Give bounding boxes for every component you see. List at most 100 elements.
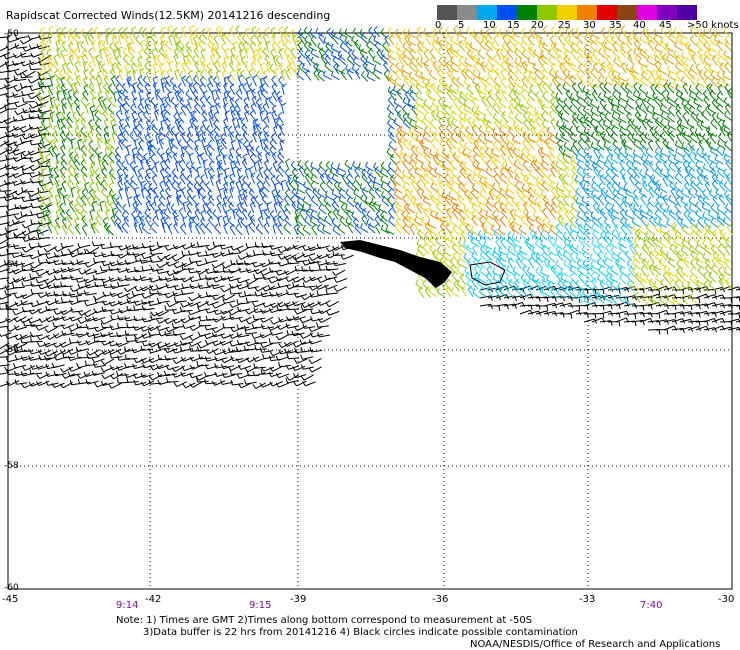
- wind-barb-flag: [61, 26, 67, 31]
- wind-barb-flag: [420, 57, 423, 63]
- wind-barb: [125, 349, 137, 352]
- wind-barb-flag: [296, 69, 301, 75]
- wind-barb: [446, 119, 453, 129]
- wind-barb-flag: [495, 90, 500, 95]
- wind-barb: [592, 52, 598, 61]
- wind-barb: [146, 59, 152, 68]
- wind-barb: [157, 136, 165, 145]
- wind-barb-flag: [683, 68, 688, 74]
- wind-barb-flag: [142, 75, 147, 81]
- wind-barb-flag: [67, 125, 73, 129]
- wind-barb-flag: [45, 253, 49, 259]
- wind-barb: [528, 74, 537, 82]
- wind-barb: [215, 72, 220, 82]
- wind-barb-flag: [463, 104, 466, 110]
- wind-barb-flag: [251, 26, 257, 30]
- wind-barb-flag: [398, 53, 403, 58]
- wind-barb: [223, 78, 227, 88]
- wind-barb-flag: [41, 48, 47, 52]
- wind-barb-flag: [491, 64, 495, 69]
- wind-barb: [143, 326, 154, 332]
- wind-barb-flag: [417, 47, 422, 52]
- wind-barb-flag: [278, 47, 284, 52]
- wind-barb: [198, 244, 210, 248]
- wind-barb: [16, 294, 28, 299]
- wind-barb-flag: [108, 301, 113, 307]
- wind-barb: [326, 31, 334, 39]
- wind-barb-flag: [625, 77, 630, 83]
- wind-barb: [527, 94, 536, 102]
- wind-barb: [634, 114, 642, 123]
- wind-barb: [676, 127, 683, 136]
- wind-barb-flag: [181, 244, 186, 250]
- wind-barb-flag: [278, 62, 284, 67]
- wind-barb-flag: [106, 53, 112, 57]
- wind-barb-flag: [667, 105, 672, 111]
- wind-barb-flag: [259, 333, 264, 339]
- wind-barb: [137, 106, 145, 114]
- wind-barb: [500, 136, 507, 145]
- wind-barb-flag: [205, 250, 208, 256]
- wind-barb: [456, 80, 465, 87]
- wind-barb: [663, 304, 676, 307]
- wind-barb-flag: [470, 133, 473, 139]
- wind-barb-flag: [5, 172, 9, 178]
- wind-barb: [438, 30, 446, 38]
- wind-barb: [671, 304, 683, 307]
- wind-barb: [0, 117, 11, 124]
- wind-barb: [415, 109, 425, 115]
- wind-barb-flag: [617, 72, 621, 78]
- wind-barb: [337, 54, 346, 61]
- wind-barb-flag: [93, 308, 97, 314]
- wind-barb-flag: [429, 104, 433, 109]
- wind-barb-flag: [620, 42, 625, 47]
- wind-barb: [86, 277, 98, 284]
- wind-barb-flag: [253, 307, 256, 313]
- wind-barb: [151, 357, 163, 364]
- wind-barb: [182, 334, 194, 341]
- wind-barb-flag: [641, 118, 646, 123]
- wind-barb: [221, 73, 227, 82]
- wind-barb: [31, 308, 42, 315]
- wind-barb-flag: [730, 310, 734, 316]
- wind-barb-flag: [478, 72, 481, 78]
- wind-barb: [556, 58, 564, 67]
- wind-barb: [286, 66, 292, 75]
- wind-barb-flag: [336, 64, 339, 70]
- wind-barb-flag: [148, 246, 153, 252]
- wind-barb-flag: [134, 286, 138, 292]
- wind-barb-flag: [45, 259, 49, 264]
- wind-barb-flag: [61, 102, 67, 106]
- wind-barb-flag: [479, 40, 483, 46]
- wind-barb-flag: [220, 287, 225, 293]
- wind-barb-flag: [696, 40, 701, 45]
- wind-barb-flag: [164, 96, 169, 101]
- wind-barb-flag: [12, 260, 15, 266]
- wind-barb-flag: [45, 371, 49, 377]
- wind-barb-flag: [223, 56, 229, 60]
- wind-barb-flag: [195, 270, 200, 275]
- wind-barb: [150, 302, 162, 306]
- wind-barb: [710, 74, 719, 81]
- wind-barb-flag: [277, 282, 281, 288]
- wind-barb: [451, 81, 460, 88]
- wind-barb-flag: [659, 40, 664, 45]
- wind-barb-flag: [393, 97, 397, 103]
- wind-barb-flag: [298, 47, 303, 52]
- wind-barb-flag: [577, 47, 582, 53]
- wind-barb-flag: [56, 27, 61, 31]
- wind-barb: [91, 58, 96, 67]
- wind-barb-flag: [109, 291, 113, 297]
- wind-barb-flag: [188, 257, 192, 263]
- wind-barb-flag: [658, 313, 661, 319]
- wind-barb: [87, 261, 98, 268]
- wind-barb-flag: [261, 82, 266, 88]
- wind-barb-flag: [432, 60, 437, 65]
- wind-barb: [248, 278, 259, 285]
- wind-barb-flag: [205, 291, 209, 297]
- wind-barb-flag: [22, 97, 25, 103]
- wind-barb-flag: [253, 274, 256, 280]
- wind-barb: [273, 70, 278, 79]
- wind-barb: [476, 110, 486, 116]
- wind-barb-flag: [394, 78, 398, 84]
